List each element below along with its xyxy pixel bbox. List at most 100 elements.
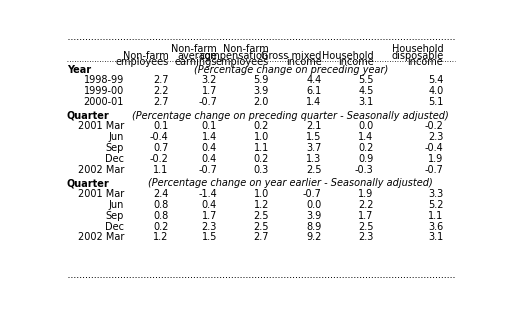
Text: Gross mixed: Gross mixed xyxy=(261,51,322,61)
Text: 2.1: 2.1 xyxy=(306,121,322,131)
Text: 2.4: 2.4 xyxy=(153,189,168,199)
Text: 0.0: 0.0 xyxy=(306,200,322,210)
Text: 2.2: 2.2 xyxy=(153,86,168,96)
Text: 1.9: 1.9 xyxy=(428,154,443,164)
Text: 6.1: 6.1 xyxy=(306,86,322,96)
Text: 3.1: 3.1 xyxy=(358,97,374,107)
Text: 1.2: 1.2 xyxy=(153,232,168,242)
Text: 5.9: 5.9 xyxy=(253,75,269,85)
Text: Dec: Dec xyxy=(105,154,124,164)
Text: 2.5: 2.5 xyxy=(253,222,269,232)
Text: 0.2: 0.2 xyxy=(253,121,269,131)
Text: Quarter: Quarter xyxy=(67,178,109,188)
Text: -0.3: -0.3 xyxy=(355,165,374,175)
Text: 1.0: 1.0 xyxy=(254,189,269,199)
Text: 1.9: 1.9 xyxy=(358,189,374,199)
Text: average: average xyxy=(177,51,217,61)
Text: 2.3: 2.3 xyxy=(202,222,217,232)
Text: 2.5: 2.5 xyxy=(253,211,269,221)
Text: 3.1: 3.1 xyxy=(428,232,443,242)
Text: -0.7: -0.7 xyxy=(425,165,443,175)
Text: 2001 Mar: 2001 Mar xyxy=(78,189,124,199)
Text: Household: Household xyxy=(322,51,374,61)
Text: 3.9: 3.9 xyxy=(254,86,269,96)
Text: income: income xyxy=(408,57,443,67)
Text: 0.8: 0.8 xyxy=(153,200,168,210)
Text: -0.2: -0.2 xyxy=(149,154,168,164)
Text: 0.9: 0.9 xyxy=(358,154,374,164)
Text: 1.4: 1.4 xyxy=(358,132,374,142)
Text: 2000-01: 2000-01 xyxy=(83,97,124,107)
Text: 2.3: 2.3 xyxy=(358,232,374,242)
Text: (Percentage change on preceding quarter - Seasonally adjusted): (Percentage change on preceding quarter … xyxy=(132,111,449,121)
Text: -0.7: -0.7 xyxy=(303,189,322,199)
Text: earnings: earnings xyxy=(175,57,217,67)
Text: -0.4: -0.4 xyxy=(150,132,168,142)
Text: 0.2: 0.2 xyxy=(253,154,269,164)
Text: 3.6: 3.6 xyxy=(428,222,443,232)
Text: 2.5: 2.5 xyxy=(306,165,322,175)
Text: 1.7: 1.7 xyxy=(358,211,374,221)
Text: 2.0: 2.0 xyxy=(253,97,269,107)
Text: 3.7: 3.7 xyxy=(306,143,322,153)
Text: 2.7: 2.7 xyxy=(153,75,168,85)
Text: 2001 Mar: 2001 Mar xyxy=(78,121,124,131)
Text: Quarter: Quarter xyxy=(67,111,109,121)
Text: 0.2: 0.2 xyxy=(358,143,374,153)
Text: 3.2: 3.2 xyxy=(202,75,217,85)
Text: 1.1: 1.1 xyxy=(428,211,443,221)
Text: 0.7: 0.7 xyxy=(153,143,168,153)
Text: compensation: compensation xyxy=(200,51,269,61)
Text: 4.0: 4.0 xyxy=(428,86,443,96)
Text: 5.4: 5.4 xyxy=(428,75,443,85)
Text: 0.3: 0.3 xyxy=(254,165,269,175)
Text: 1.1: 1.1 xyxy=(153,165,168,175)
Text: 1.7: 1.7 xyxy=(202,211,217,221)
Text: income: income xyxy=(286,57,322,67)
Text: 5.5: 5.5 xyxy=(358,75,374,85)
Text: 0.8: 0.8 xyxy=(153,211,168,221)
Text: (Percentage change on preceding year): (Percentage change on preceding year) xyxy=(193,64,388,74)
Text: 2002 Mar: 2002 Mar xyxy=(78,232,124,242)
Text: 4.5: 4.5 xyxy=(358,86,374,96)
Text: 1.7: 1.7 xyxy=(202,86,217,96)
Text: Non-farm: Non-farm xyxy=(123,51,168,61)
Text: 1.5: 1.5 xyxy=(202,232,217,242)
Text: Sep: Sep xyxy=(106,211,124,221)
Text: income: income xyxy=(338,57,374,67)
Text: Dec: Dec xyxy=(105,222,124,232)
Text: 4.4: 4.4 xyxy=(306,75,322,85)
Text: 8.9: 8.9 xyxy=(306,222,322,232)
Text: 1998-99: 1998-99 xyxy=(84,75,124,85)
Text: 2.7: 2.7 xyxy=(253,232,269,242)
Text: 2.7: 2.7 xyxy=(153,97,168,107)
Text: 0.2: 0.2 xyxy=(153,222,168,232)
Text: 5.1: 5.1 xyxy=(428,97,443,107)
Text: 0.1: 0.1 xyxy=(202,121,217,131)
Text: 5.2: 5.2 xyxy=(428,200,443,210)
Text: -0.7: -0.7 xyxy=(198,165,217,175)
Text: Sep: Sep xyxy=(106,143,124,153)
Text: 0.4: 0.4 xyxy=(202,154,217,164)
Text: Jun: Jun xyxy=(109,200,124,210)
Text: 1.4: 1.4 xyxy=(202,132,217,142)
Text: 1.0: 1.0 xyxy=(254,132,269,142)
Text: disposable: disposable xyxy=(391,51,443,61)
Text: 0.4: 0.4 xyxy=(202,200,217,210)
Text: 2002 Mar: 2002 Mar xyxy=(78,165,124,175)
Text: 3.3: 3.3 xyxy=(428,189,443,199)
Text: 1.3: 1.3 xyxy=(306,154,322,164)
Text: 1.5: 1.5 xyxy=(306,132,322,142)
Text: Household: Household xyxy=(392,44,443,54)
Text: 1.4: 1.4 xyxy=(306,97,322,107)
Text: 0.1: 0.1 xyxy=(153,121,168,131)
Text: (Percentage change on year earlier - Seasonally adjusted): (Percentage change on year earlier - Sea… xyxy=(148,178,433,188)
Text: -1.4: -1.4 xyxy=(199,189,217,199)
Text: 2.5: 2.5 xyxy=(358,222,374,232)
Text: Year: Year xyxy=(67,64,91,74)
Text: 2.3: 2.3 xyxy=(428,132,443,142)
Text: 2.2: 2.2 xyxy=(358,200,374,210)
Text: Non-farm: Non-farm xyxy=(223,44,269,54)
Text: employees: employees xyxy=(115,57,168,67)
Text: 0.0: 0.0 xyxy=(358,121,374,131)
